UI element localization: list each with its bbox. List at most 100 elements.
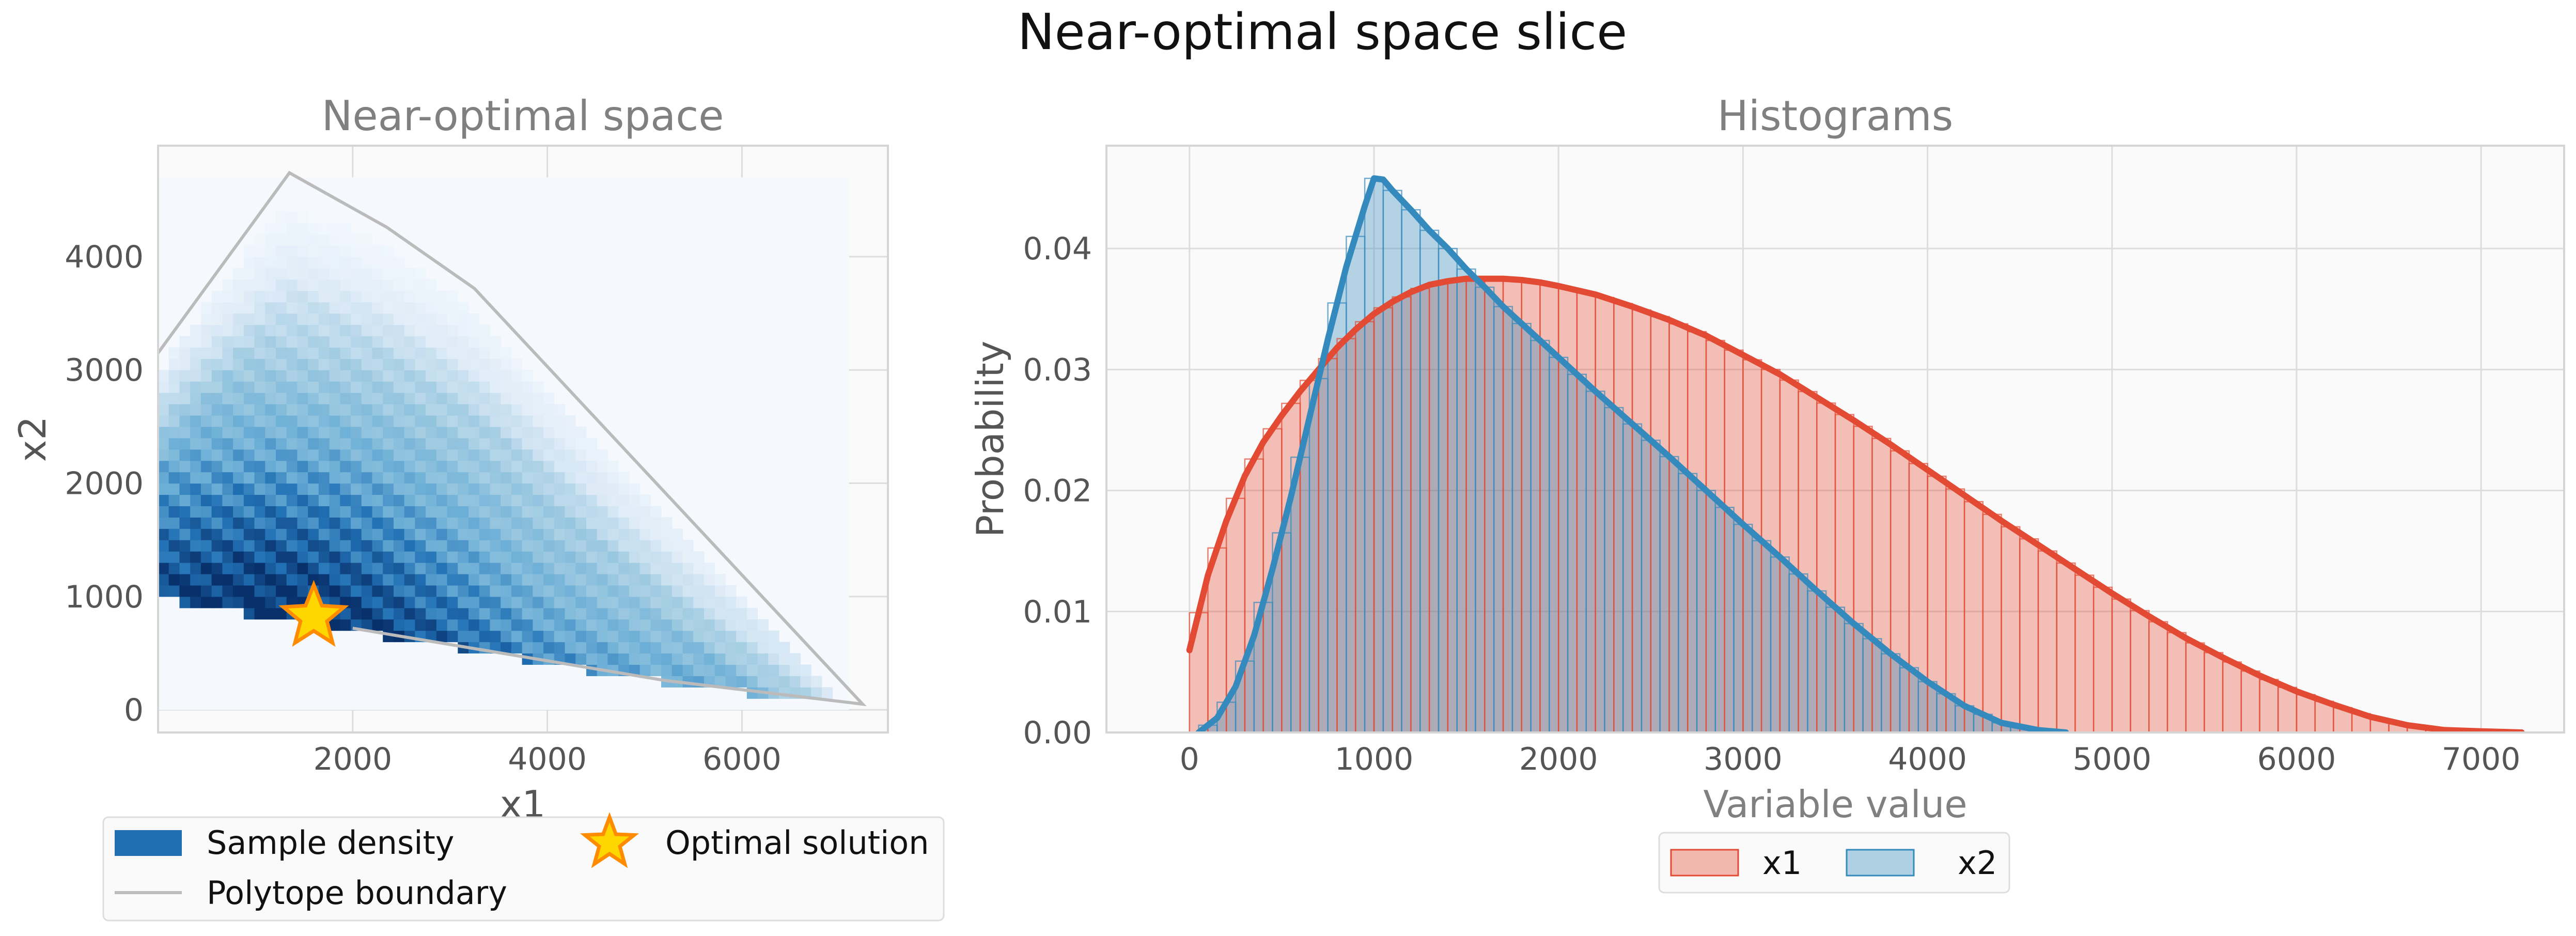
density-bin: [308, 279, 319, 291]
density-bin: [243, 449, 255, 461]
density-bin: [351, 404, 362, 416]
density-bin: [597, 630, 608, 643]
density-bin: [243, 336, 255, 348]
density-bin: [340, 573, 351, 586]
density-bin: [200, 302, 212, 314]
density-bin: [158, 528, 169, 540]
density-y-tick-label: 4000: [65, 239, 144, 275]
density-bin: [340, 528, 351, 540]
density-bin: [340, 302, 351, 314]
density-bin: [479, 336, 491, 348]
density-bin: [383, 324, 394, 337]
density-bin: [329, 426, 340, 439]
density-bin: [543, 585, 555, 597]
density-bin: [533, 415, 544, 427]
density-bin: [275, 211, 287, 223]
density-bin: [286, 223, 298, 235]
density-bin: [275, 234, 287, 246]
density-bin: [275, 347, 287, 359]
density-bin: [190, 438, 201, 450]
density-bin: [383, 528, 394, 540]
density-bin: [351, 415, 362, 427]
density-bin: [222, 415, 233, 427]
density-bin: [351, 279, 362, 291]
density-bin: [575, 573, 587, 586]
legend-x2-swatch: [1846, 849, 1915, 877]
density-bin: [650, 573, 662, 586]
density-bin: [254, 596, 266, 609]
density-bin: [650, 506, 662, 518]
density-bin: [554, 607, 566, 620]
density-bin: [308, 370, 319, 382]
density-bin: [233, 279, 244, 291]
density-bin: [275, 449, 287, 461]
density-bin: [372, 472, 383, 484]
density-bin: [757, 676, 769, 688]
density-bin: [447, 449, 458, 461]
density-bin: [586, 607, 598, 620]
density-bin: [211, 313, 223, 325]
density-bin: [693, 607, 705, 620]
density-bin: [265, 438, 276, 450]
density-bin: [393, 426, 405, 439]
density-bin: [811, 676, 822, 688]
density-bin: [490, 460, 501, 473]
density-bin: [265, 393, 276, 404]
density-bin: [318, 347, 330, 359]
density-bin: [554, 460, 566, 473]
density-bin: [522, 460, 533, 473]
density-bin: [501, 607, 512, 620]
density-bin: [308, 573, 319, 586]
density-bin: [318, 302, 330, 314]
density-bin: [265, 415, 276, 427]
density-bin: [650, 540, 662, 552]
density-bin: [458, 585, 469, 597]
density-bin: [436, 438, 448, 450]
density-bin: [318, 381, 330, 393]
density-bin: [211, 551, 223, 563]
density-bin: [168, 426, 180, 439]
density-bin: [618, 607, 630, 620]
density-bin: [511, 381, 523, 393]
density-bin: [351, 234, 362, 246]
density-bin: [436, 347, 448, 359]
density-bin: [618, 528, 630, 540]
density-bin: [275, 551, 287, 563]
density-bin: [597, 563, 608, 574]
density-bin: [426, 573, 437, 586]
density-bin: [501, 358, 512, 370]
density-bin: [286, 370, 298, 382]
density-bin: [415, 268, 426, 280]
density-bin: [543, 483, 555, 495]
density-bin: [372, 313, 383, 325]
density-bin: [200, 438, 212, 450]
density-bin: [458, 302, 469, 314]
density-bin: [318, 336, 330, 348]
density-bin: [415, 596, 426, 609]
density-bin: [522, 619, 533, 631]
density-bin: [190, 551, 201, 563]
density-bin: [243, 415, 255, 427]
density-bin: [704, 585, 715, 597]
density-bin: [586, 563, 598, 574]
density-bin: [265, 460, 276, 473]
density-bin: [597, 517, 608, 529]
histogram-y-tick-label: 0.01: [1023, 594, 1092, 630]
density-bin: [158, 438, 169, 450]
density-bin: [479, 460, 491, 473]
density-bin: [383, 290, 394, 303]
density-bin: [479, 472, 491, 484]
density-bin: [308, 324, 319, 337]
density-bin: [233, 540, 244, 552]
density-bin: [340, 551, 351, 563]
density-bin: [479, 426, 491, 439]
density-bin: [286, 551, 298, 563]
density-x-tick-label: 4000: [508, 741, 587, 777]
density-bin: [661, 528, 673, 540]
density-bin: [490, 393, 501, 404]
density-bin: [265, 302, 276, 314]
density-bin: [682, 540, 694, 552]
density-bin: [468, 415, 480, 427]
density-bin: [404, 517, 415, 529]
density-bin: [565, 483, 576, 495]
